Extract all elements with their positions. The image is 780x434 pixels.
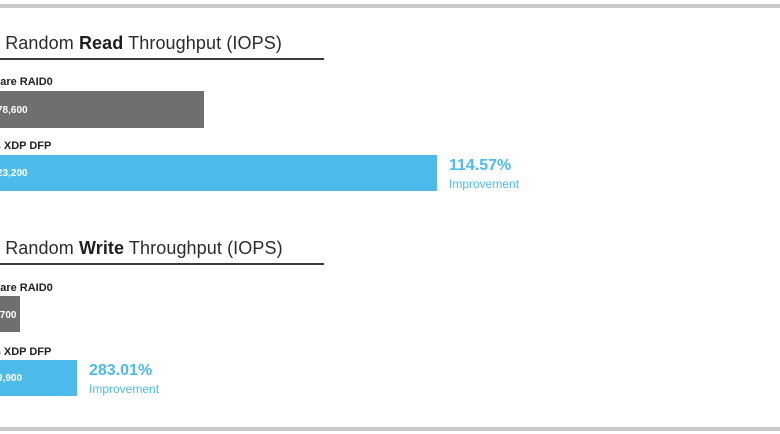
write-improvement-value: 283.01% [89, 362, 153, 379]
write-title-underline [0, 263, 324, 265]
read-title-suffix: Throughput (IOPS) [123, 33, 282, 53]
read-chart-title: K Random Read Throughput (IOPS) [0, 33, 282, 54]
bottom-rule [0, 427, 780, 431]
read-title-prefix: K Random [0, 33, 74, 53]
write-sw-label: tware RAID0 [0, 282, 53, 294]
read-improvement-label: Improvement [449, 177, 520, 191]
write-xdp-label: ps XDP DFP [0, 346, 52, 358]
read-sw-value: 78,600 [0, 105, 28, 116]
top-rule [0, 4, 780, 8]
read-sw-bar [0, 91, 204, 128]
write-sw-value: ,700 [0, 310, 17, 321]
write-sw-bar [0, 296, 20, 332]
read-sw-label: tware RAID0 [0, 76, 53, 88]
read-xdp-label: ps XDP DFP [0, 140, 52, 152]
write-xdp-bar [0, 360, 77, 396]
read-xdp-bar [0, 155, 437, 191]
read-improvement-value: 114.57% [449, 157, 512, 174]
write-improvement-label: Improvement [89, 382, 160, 396]
write-title-bold: Write [78, 238, 125, 258]
write-title-suffix: Throughput (IOPS) [124, 238, 283, 258]
read-title-underline [0, 58, 324, 60]
read-xdp-value: 23,200 [0, 168, 28, 179]
read-title-bold: Read [78, 33, 124, 53]
write-xdp-value: 9,900 [0, 373, 23, 384]
write-chart-title: K Random Write Throughput (IOPS) [0, 238, 283, 259]
write-title-prefix: K Random [0, 238, 74, 258]
